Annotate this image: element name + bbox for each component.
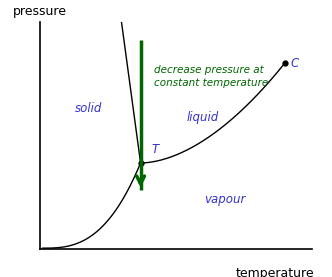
Text: pressure: pressure: [13, 5, 67, 18]
Text: decrease pressure at
constant temperature: decrease pressure at constant temperatur…: [154, 65, 269, 88]
Text: vapour: vapour: [204, 193, 246, 206]
Text: temperature: temperature: [236, 268, 315, 277]
Text: liquid: liquid: [187, 111, 219, 124]
Text: solid: solid: [75, 102, 103, 115]
Text: C: C: [290, 57, 298, 70]
Text: T: T: [151, 143, 159, 156]
